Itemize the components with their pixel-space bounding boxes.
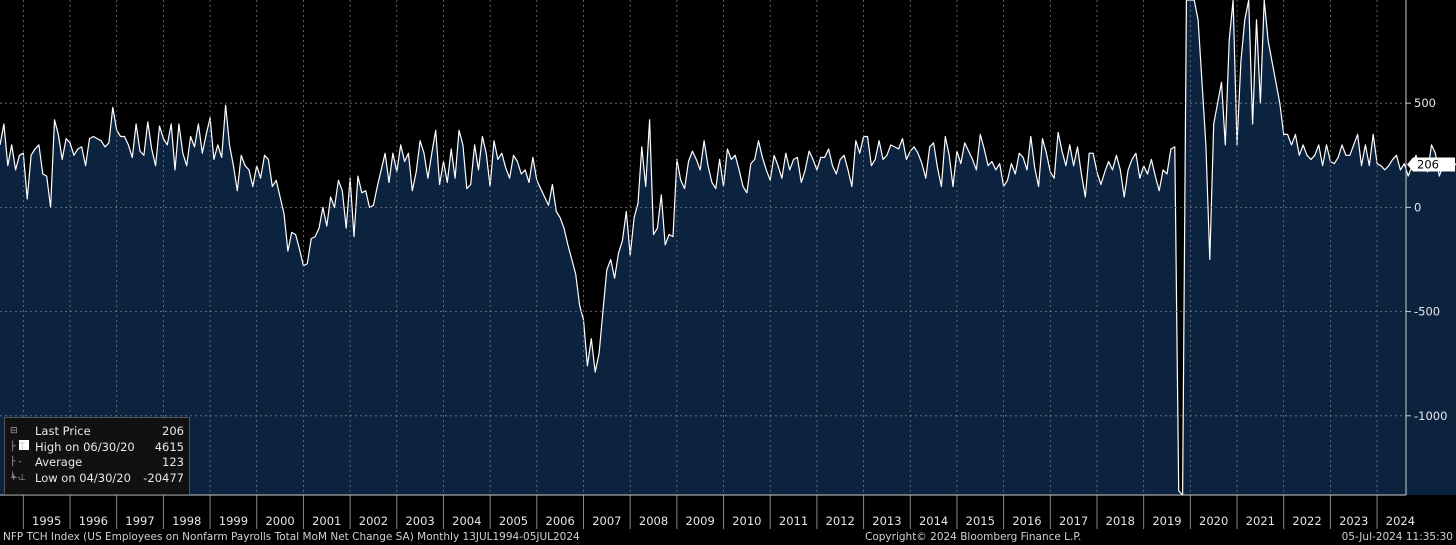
chart: 500 0 -500 -1000 1995 1996 1997 1998 1999 2000 200… bbox=[0, 0, 1456, 529]
collapse-icon[interactable]: ⊟ bbox=[10, 424, 32, 455]
x-tick-label: 2013 bbox=[872, 514, 901, 528]
x-tick-label: 2020 bbox=[1199, 514, 1228, 528]
x-tick-label: 1996 bbox=[79, 514, 108, 528]
x-tick-label: 2023 bbox=[1339, 514, 1368, 528]
footer-bar: NFP TCH Index (US Employees on Nonfarm P… bbox=[0, 529, 1456, 545]
gridlines bbox=[0, 0, 1406, 495]
footer-timestamp: 05-Jul-2024 11:35:30 bbox=[1341, 531, 1453, 543]
legend-low-value: -20477 bbox=[143, 470, 184, 485]
x-tick-label: 2002 bbox=[359, 514, 388, 528]
x-tick-label: 2006 bbox=[546, 514, 575, 528]
x-tick-label: 2005 bbox=[499, 514, 528, 528]
legend-last-price: ⊟ Last Price 206 bbox=[5, 424, 189, 450]
legend-low-label: Low on 04/30/20 bbox=[35, 470, 131, 485]
average-marker-icon: ├ -+- bbox=[10, 457, 22, 483]
x-tick-label: 1998 bbox=[172, 514, 201, 528]
x-tick-label: 2010 bbox=[732, 514, 761, 528]
legend-last-price-value: 206 bbox=[162, 424, 184, 438]
low-marker-icon: └ ⊥ bbox=[10, 472, 27, 483]
y-tick-label: 0 bbox=[1414, 200, 1421, 214]
x-tick-label: 2018 bbox=[1106, 514, 1135, 528]
x-tick-label: 1999 bbox=[219, 514, 248, 528]
x-tick-label: 2004 bbox=[452, 514, 481, 528]
y-tick-label: -1000 bbox=[1414, 409, 1447, 423]
x-tick-label: 2012 bbox=[826, 514, 855, 528]
footer-index-description: NFP TCH Index (US Employees on Nonfarm P… bbox=[3, 531, 580, 543]
x-tick-label: 2008 bbox=[639, 514, 668, 528]
legend-high-value: 4615 bbox=[154, 439, 184, 454]
legend-high: ├ ⊤ High on 06/30/20 4615 bbox=[5, 440, 189, 456]
x-tick-label: 2019 bbox=[1152, 514, 1181, 528]
x-tick-label: 2011 bbox=[779, 514, 808, 528]
last-price-swatch-icon bbox=[19, 439, 29, 450]
x-tick-label: 2000 bbox=[265, 514, 294, 528]
plot-area bbox=[0, 0, 1456, 496]
footer-copyright: Copyright© 2024 Bloomberg Finance L.P. bbox=[865, 531, 1082, 543]
x-tick-label: 2001 bbox=[312, 514, 341, 528]
legend-average-label: Average bbox=[35, 455, 83, 469]
legend-last-price-label: Last Price bbox=[35, 424, 91, 438]
last-price-tag-label: 206 bbox=[1417, 157, 1439, 171]
x-tick-label: 2024 bbox=[1386, 514, 1415, 528]
legend-average: ├ -+- Average 123 bbox=[5, 455, 189, 483]
x-tick-label: 2007 bbox=[592, 514, 621, 528]
x-tick-label: 2017 bbox=[1059, 514, 1088, 528]
y-tick-label: 500 bbox=[1414, 96, 1436, 110]
legend-high-label: High on 06/30/20 bbox=[35, 439, 135, 454]
x-tick-label: 2016 bbox=[1012, 514, 1041, 528]
x-tick-label: 1995 bbox=[32, 514, 61, 528]
axis-labels: 500 0 -500 -1000 1995 1996 1997 1998 1999 2000 200… bbox=[32, 96, 1455, 528]
legend-low: └ ⊥ Low on 04/30/20 -20477 bbox=[5, 471, 189, 487]
legend-box[interactable]: ⊟ Last Price 206 ├ ⊤ High on 06/30/20 46… bbox=[4, 417, 190, 495]
x-tick-label: 2014 bbox=[919, 514, 948, 528]
x-tick-label: 1997 bbox=[125, 514, 154, 528]
x-tick-label: 2021 bbox=[1246, 514, 1275, 528]
series-area-fill bbox=[0, 0, 1456, 495]
series-line bbox=[0, 0, 1456, 496]
last-price-tag bbox=[1407, 157, 1455, 172]
x-tick-label: 2015 bbox=[966, 514, 995, 528]
x-tick-label: 2022 bbox=[1292, 514, 1321, 528]
x-tick-label: 2009 bbox=[686, 514, 715, 528]
high-marker-icon: ├ ⊤ bbox=[10, 441, 27, 452]
x-tick-label: 2003 bbox=[405, 514, 434, 528]
legend-average-value: 123 bbox=[162, 455, 184, 469]
y-tick-label: -500 bbox=[1414, 305, 1440, 319]
axes bbox=[0, 0, 1411, 529]
